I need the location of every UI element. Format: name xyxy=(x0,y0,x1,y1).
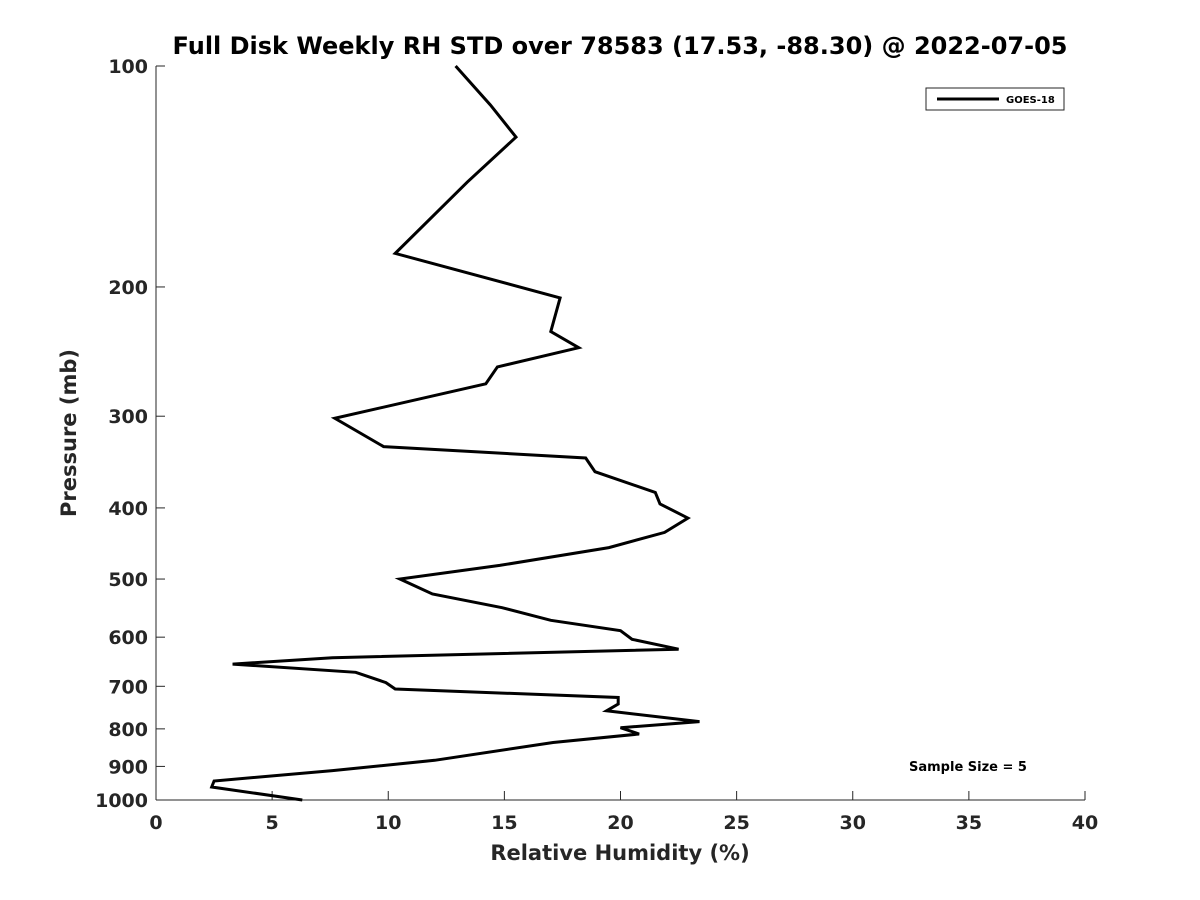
sample-size-annotation: Sample Size = 5 xyxy=(909,760,1027,775)
plot-area xyxy=(156,66,1085,800)
x-tick-label: 30 xyxy=(840,812,866,834)
x-axis-label: Relative Humidity (%) xyxy=(490,841,749,865)
x-tick-label: 5 xyxy=(266,812,279,834)
y-tick-label: 1000 xyxy=(95,790,148,812)
x-tick-label: 0 xyxy=(149,812,162,834)
y-tick-label: 200 xyxy=(108,277,148,299)
y-axis-ticks: 100 200 300 400 500 600 700 800 900 1000 xyxy=(95,56,165,812)
x-axis-ticks: 0 5 10 15 20 25 30 35 40 xyxy=(149,791,1098,834)
x-tick-label: 40 xyxy=(1072,812,1098,834)
y-tick-label: 100 xyxy=(108,56,148,78)
y-tick-label: 600 xyxy=(108,627,148,649)
y-tick-label: 800 xyxy=(108,719,148,741)
chart-title: Full Disk Weekly RH STD over 78583 (17.5… xyxy=(173,32,1068,60)
x-tick-label: 15 xyxy=(491,812,517,834)
legend-entry-label: GOES-18 xyxy=(1006,95,1055,106)
x-tick-label: 35 xyxy=(956,812,982,834)
series-line-goes-18 xyxy=(209,65,700,802)
y-tick-label: 400 xyxy=(108,498,148,520)
y-tick-label: 700 xyxy=(108,676,148,698)
y-tick-label: 500 xyxy=(108,569,148,591)
y-tick-label: 900 xyxy=(108,756,148,778)
x-tick-label: 20 xyxy=(607,812,633,834)
y-axis-label: Pressure (mb) xyxy=(57,349,81,517)
y-tick-label: 300 xyxy=(108,406,148,428)
x-tick-label: 10 xyxy=(375,812,401,834)
x-tick-label: 25 xyxy=(723,812,749,834)
legend: GOES-18 xyxy=(925,87,1065,111)
